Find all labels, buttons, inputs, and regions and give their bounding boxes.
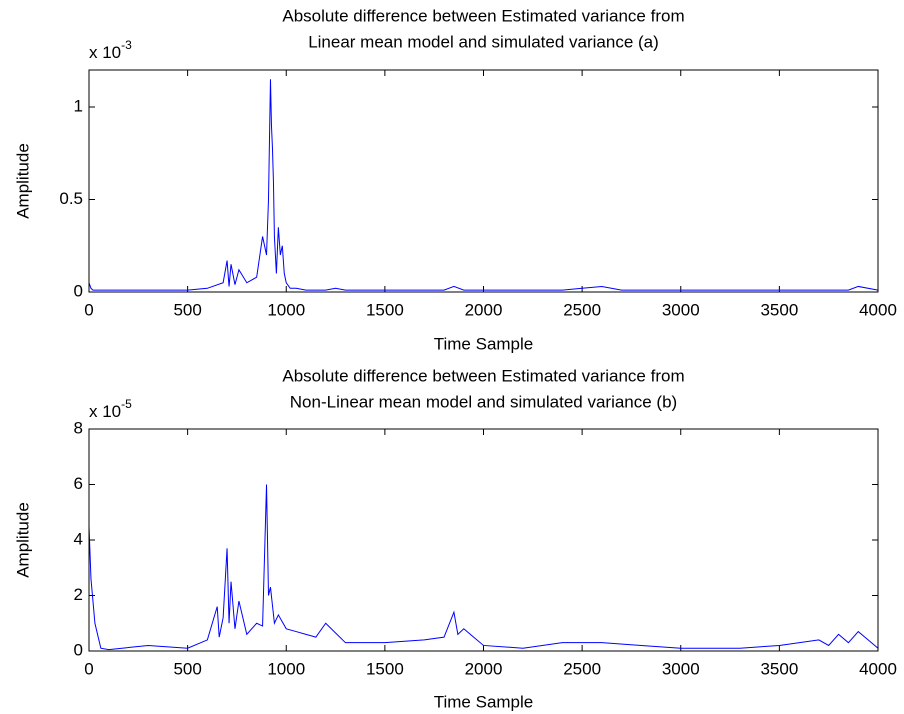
x-tick-label: 1500: [366, 300, 404, 319]
x-tick-label: 3500: [760, 300, 798, 319]
y-tick-label: 8: [74, 418, 83, 437]
y-multiplier: x 10-5: [89, 397, 132, 421]
y-multiplier-exponent: -3: [121, 38, 132, 52]
x-tick-label: 500: [173, 300, 201, 319]
axes-box: [88, 69, 879, 293]
y-multiplier-base: x 10: [89, 402, 121, 421]
chart-title: Non-Linear mean model and simulated vari…: [290, 392, 677, 411]
x-axis-label: Time Sample: [434, 692, 534, 711]
x-tick-label: 500: [173, 659, 201, 678]
chart-title: Absolute difference between Estimated va…: [282, 366, 684, 385]
line-series: [88, 484, 879, 651]
y-tick-label: 0: [74, 640, 83, 659]
x-axis-label: Time Sample: [434, 334, 534, 353]
line-series: [88, 79, 879, 291]
y-tick-label: 4: [74, 529, 83, 548]
x-tick-label: 2000: [465, 300, 503, 319]
y-tick-label: 0.5: [59, 189, 83, 208]
plot-area: [89, 70, 878, 292]
chart-title: Linear mean model and simulated variance…: [308, 32, 659, 51]
x-tick-label: 2500: [563, 300, 601, 319]
x-tick-label: 1000: [267, 300, 305, 319]
y-tick-label: 6: [74, 474, 83, 493]
plot-area: [89, 429, 878, 651]
x-tick-label: 0: [84, 300, 93, 319]
x-tick-label: 3500: [760, 659, 798, 678]
x-tick-label: 3000: [662, 659, 700, 678]
y-multiplier-base: x 10: [89, 43, 121, 62]
x-tick-label: 2000: [465, 659, 503, 678]
x-tick-label: 4000: [859, 300, 897, 319]
y-axis-label: Amplitude: [13, 143, 32, 219]
y-multiplier: x 10-3: [89, 38, 132, 62]
y-axis-label: Amplitude: [13, 502, 32, 578]
x-tick-label: 4000: [859, 659, 897, 678]
x-tick-label: 3000: [662, 300, 700, 319]
axes-box: [88, 428, 879, 652]
x-tick-label: 2500: [563, 659, 601, 678]
y-tick-label: 2: [74, 585, 83, 604]
y-tick-label: 1: [74, 96, 83, 115]
y-tick-label: 0: [74, 281, 83, 300]
chart-title: Absolute difference between Estimated va…: [282, 6, 684, 25]
y-multiplier-exponent: -5: [121, 397, 132, 411]
x-tick-label: 0: [84, 659, 93, 678]
x-tick-label: 1000: [267, 659, 305, 678]
x-tick-label: 1500: [366, 659, 404, 678]
